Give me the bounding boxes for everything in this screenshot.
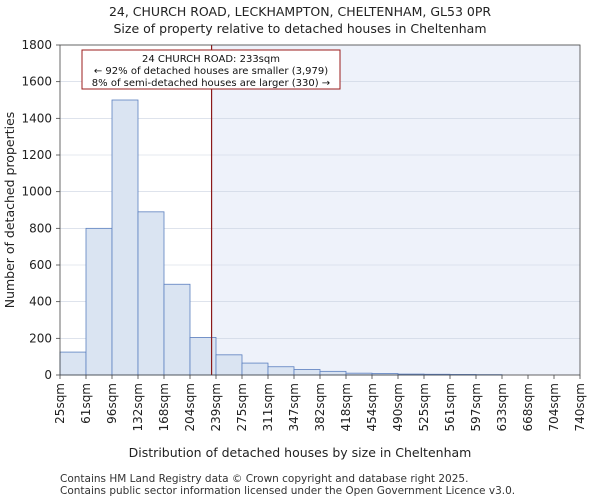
x-tick-label: 25sqm: [53, 383, 67, 424]
annotation-box: 24 CHURCH ROAD: 233sqm ← 92% of detached…: [81, 49, 341, 90]
x-axis-label: Distribution of detached houses by size …: [129, 445, 472, 460]
bar-96sqm: [111, 99, 139, 376]
bar-311sqm: [267, 366, 295, 376]
bar-61sqm: [85, 227, 113, 376]
x-tick-label: 740sqm: [573, 383, 587, 431]
x-tick-label: 275sqm: [235, 383, 249, 431]
annotation-smaller: ← 92% of detached houses are smaller (3,…: [94, 66, 328, 77]
x-tick-label: 561sqm: [443, 383, 457, 431]
x-tick-label: 704sqm: [547, 383, 561, 431]
y-tick-label: 0: [44, 368, 52, 382]
x-tick-label: 61sqm: [79, 383, 93, 424]
y-tick-label: 400: [29, 295, 52, 309]
y-tick-label: 1400: [21, 111, 52, 125]
x-tick-label: 311sqm: [261, 383, 275, 431]
footer-line-2: Contains public sector information licen…: [60, 485, 515, 497]
x-tick-label: 490sqm: [391, 383, 405, 431]
x-tick-label: 204sqm: [183, 383, 197, 431]
bar-168sqm: [163, 283, 191, 376]
chart-subtitle: Size of property relative to detached ho…: [114, 21, 487, 36]
footer-line-1: Contains HM Land Registry data © Crown c…: [60, 473, 468, 485]
y-tick-label: 1600: [21, 75, 52, 89]
y-tick-label: 600: [29, 258, 52, 272]
y-tick-label: 1000: [21, 185, 52, 199]
y-tick-label: 1200: [21, 148, 52, 162]
x-tick-label: 239sqm: [209, 383, 223, 431]
bar-382sqm: [319, 370, 347, 376]
y-axis-ticks: 0 200 400 600 800 1000 1200 1400 1600 1800: [21, 38, 60, 382]
x-tick-label: 525sqm: [417, 383, 431, 431]
x-tick-label: 418sqm: [339, 383, 353, 431]
bar-275sqm: [241, 362, 269, 376]
y-tick-label: 200: [29, 331, 52, 345]
x-axis-ticks: 25sqm 61sqm 96sqm 132sqm 168sqm 204sqm 239sqm 2…: [53, 375, 587, 431]
annotation-border: [81, 49, 341, 90]
chart-title: 24, CHURCH ROAD, LECKHAMPTON, CHELTENHAM…: [109, 4, 491, 19]
y-tick-label: 800: [29, 221, 52, 235]
bar-132sqm: [137, 211, 165, 376]
x-tick-label: 454sqm: [365, 383, 379, 431]
y-tick-label: 1800: [21, 38, 52, 52]
x-tick-label: 633sqm: [495, 383, 509, 431]
x-tick-label: 347sqm: [287, 383, 301, 431]
highlight-region: [211, 45, 580, 375]
x-tick-label: 668sqm: [521, 383, 535, 431]
annotation-larger: 8% of semi-detached houses are larger (3…: [92, 78, 330, 89]
y-axis-label: Number of detached properties: [2, 112, 17, 309]
x-tick-label: 597sqm: [469, 383, 483, 431]
x-tick-label: 382sqm: [313, 383, 327, 431]
bar-25sqm: [59, 351, 87, 376]
x-tick-label: 96sqm: [105, 383, 119, 424]
annotation-title: 24 CHURCH ROAD: 233sqm: [142, 54, 280, 65]
bar-239sqm: [215, 354, 243, 376]
bars: [59, 99, 503, 376]
x-tick-label: 168sqm: [157, 383, 171, 431]
bar-347sqm: [293, 369, 321, 376]
x-tick-label: 132sqm: [131, 383, 145, 431]
